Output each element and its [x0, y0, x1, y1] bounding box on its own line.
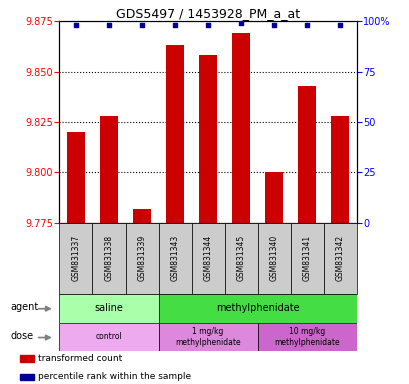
Point: [303, 22, 310, 28]
Bar: [290, 223, 323, 294]
Bar: [257, 323, 356, 351]
Bar: [92, 223, 125, 294]
Bar: [297, 86, 315, 223]
Text: 1 mg/kg
methylphenidate: 1 mg/kg methylphenidate: [175, 327, 240, 347]
Point: [72, 22, 79, 28]
Bar: [133, 209, 151, 223]
Text: GSM831345: GSM831345: [236, 235, 245, 281]
Bar: [59, 223, 92, 294]
Text: GSM831340: GSM831340: [269, 235, 278, 281]
Bar: [67, 132, 85, 223]
Text: GSM831344: GSM831344: [203, 235, 212, 281]
Bar: [59, 323, 158, 351]
Bar: [20, 374, 34, 380]
Text: control: control: [95, 333, 122, 341]
Bar: [264, 172, 283, 223]
Bar: [125, 223, 158, 294]
Point: [106, 22, 112, 28]
Bar: [158, 323, 257, 351]
Bar: [158, 223, 191, 294]
Text: GSM831339: GSM831339: [137, 235, 146, 281]
Text: methylphenidate: methylphenidate: [215, 303, 299, 313]
Point: [270, 22, 277, 28]
Bar: [330, 116, 348, 223]
Point: [237, 20, 244, 26]
Title: GDS5497 / 1453928_PM_a_at: GDS5497 / 1453928_PM_a_at: [116, 7, 299, 20]
Bar: [158, 294, 356, 323]
Bar: [100, 116, 118, 223]
Text: GSM831342: GSM831342: [335, 235, 344, 281]
Bar: [166, 45, 184, 223]
Text: saline: saline: [94, 303, 123, 313]
Bar: [224, 223, 257, 294]
Text: GSM831343: GSM831343: [170, 235, 179, 281]
Bar: [59, 294, 158, 323]
Point: [336, 22, 343, 28]
Text: agent: agent: [11, 302, 39, 312]
Point: [171, 22, 178, 28]
Text: dose: dose: [11, 331, 34, 341]
Bar: [191, 223, 224, 294]
Bar: [323, 223, 356, 294]
Text: transformed count: transformed count: [38, 354, 122, 363]
Point: [204, 22, 211, 28]
Bar: [20, 355, 34, 362]
Point: [138, 22, 145, 28]
Bar: [231, 33, 249, 223]
Bar: [198, 55, 217, 223]
Text: GSM831341: GSM831341: [302, 235, 311, 281]
Text: GSM831338: GSM831338: [104, 235, 113, 281]
Bar: [257, 223, 290, 294]
Text: GSM831337: GSM831337: [71, 235, 80, 281]
Text: 10 mg/kg
methylphenidate: 10 mg/kg methylphenidate: [274, 327, 339, 347]
Text: percentile rank within the sample: percentile rank within the sample: [38, 372, 191, 381]
